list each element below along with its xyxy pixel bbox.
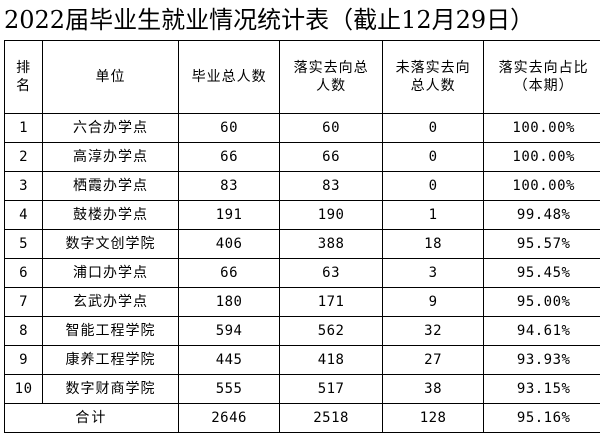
cell-placed: 517 [280, 375, 383, 404]
table-header: 排名 单位 毕业总人数 落实去向总 人数 未落实去向 总人数 落实去向占比 （本… [5, 41, 600, 114]
cell-graduates: 445 [178, 346, 280, 375]
cell-graduates: 555 [178, 375, 280, 404]
table-total-row: 合计 2646 2518 128 95.16% [5, 404, 600, 433]
column-header-rank-line-1: 排名 [5, 59, 42, 95]
cell-unit: 康养工程学院 [43, 346, 179, 375]
column-header-unplaced-line-1: 未落实去向 [383, 59, 484, 77]
cell-unplaced: 27 [382, 346, 484, 375]
table-header-row: 排名 单位 毕业总人数 落实去向总 人数 未落实去向 总人数 落实去向占比 （本… [5, 41, 600, 114]
cell-unplaced: 0 [382, 143, 484, 172]
cell-unit: 数字财商学院 [43, 375, 179, 404]
column-header-rate: 落实去向占比 （本期） [484, 41, 600, 114]
cell-unplaced: 9 [382, 288, 484, 317]
cell-rate: 100.00% [484, 114, 600, 143]
cell-graduates: 66 [178, 143, 280, 172]
table-row: 6 浦口办学点 66 63 3 95.45% [5, 259, 600, 288]
cell-rank: 4 [5, 201, 43, 230]
column-header-rate-line-1: 落实去向占比 [484, 59, 600, 77]
cell-rank: 3 [5, 172, 43, 201]
cell-unplaced: 0 [382, 172, 484, 201]
cell-rate: 95.00% [484, 288, 600, 317]
cell-graduates: 180 [178, 288, 280, 317]
cell-total-unplaced: 128 [382, 404, 484, 433]
table-row: 8 智能工程学院 594 562 32 94.61% [5, 317, 600, 346]
cell-graduates: 66 [178, 259, 280, 288]
column-header-graduates: 毕业总人数 [178, 41, 280, 114]
cell-unit: 高淳办学点 [43, 143, 179, 172]
cell-graduates: 406 [178, 230, 280, 259]
cell-rate: 100.00% [484, 172, 600, 201]
table-row: 2 高淳办学点 66 66 0 100.00% [5, 143, 600, 172]
cell-placed: 388 [280, 230, 383, 259]
cell-graduates: 191 [178, 201, 280, 230]
table-body: 1 六合办学点 60 60 0 100.00% 2 高淳办学点 66 66 0 … [5, 114, 600, 433]
cell-placed: 418 [280, 346, 383, 375]
column-header-graduates-line-1: 毕业总人数 [179, 68, 280, 86]
table-row: 10 数字财商学院 555 517 38 93.15% [5, 375, 600, 404]
cell-unit: 数字文创学院 [43, 230, 179, 259]
cell-total-rate: 95.16% [484, 404, 600, 433]
cell-rank: 2 [5, 143, 43, 172]
cell-unit: 浦口办学点 [43, 259, 179, 288]
cell-rate: 95.57% [484, 230, 600, 259]
cell-placed: 190 [280, 201, 383, 230]
cell-rank: 6 [5, 259, 43, 288]
cell-unplaced: 38 [382, 375, 484, 404]
cell-unit: 鼓楼办学点 [43, 201, 179, 230]
cell-rate: 93.15% [484, 375, 600, 404]
column-header-unplaced-line-2: 总人数 [383, 77, 484, 95]
page-title: 2022届毕业生就业情况统计表（截止12月29日） [4, 3, 534, 37]
column-header-placed-line-2: 人数 [280, 77, 382, 95]
cell-unit: 六合办学点 [43, 114, 179, 143]
cell-rank: 8 [5, 317, 43, 346]
cell-rate: 94.61% [484, 317, 600, 346]
table-row: 9 康养工程学院 445 418 27 93.93% [5, 346, 600, 375]
cell-unplaced: 3 [382, 259, 484, 288]
cell-rate: 93.93% [484, 346, 600, 375]
cell-graduates: 60 [178, 114, 280, 143]
cell-rate: 99.48% [484, 201, 600, 230]
column-header-unit: 单位 [43, 41, 179, 114]
cell-unplaced: 32 [382, 317, 484, 346]
cell-graduates: 83 [178, 172, 280, 201]
column-header-placed: 落实去向总 人数 [280, 41, 383, 114]
table-row: 4 鼓楼办学点 191 190 1 99.48% [5, 201, 600, 230]
cell-placed: 60 [280, 114, 383, 143]
employment-statistics-table: 排名 单位 毕业总人数 落实去向总 人数 未落实去向 总人数 落实去向占比 （本… [4, 40, 600, 433]
cell-unplaced: 0 [382, 114, 484, 143]
table-row: 5 数字文创学院 406 388 18 95.57% [5, 230, 600, 259]
cell-total-graduates: 2646 [178, 404, 280, 433]
column-header-rate-line-2: （本期） [484, 77, 600, 95]
cell-placed: 562 [280, 317, 383, 346]
table-row: 3 栖霞办学点 83 83 0 100.00% [5, 172, 600, 201]
column-header-unplaced: 未落实去向 总人数 [382, 41, 484, 114]
column-header-placed-line-1: 落实去向总 [280, 59, 382, 77]
cell-placed: 66 [280, 143, 383, 172]
cell-rank: 10 [5, 375, 43, 404]
column-header-rank: 排名 [5, 41, 43, 114]
cell-rank: 7 [5, 288, 43, 317]
cell-placed: 63 [280, 259, 383, 288]
cell-graduates: 594 [178, 317, 280, 346]
table-row: 7 玄武办学点 180 171 9 95.00% [5, 288, 600, 317]
cell-unit: 智能工程学院 [43, 317, 179, 346]
table-row: 1 六合办学点 60 60 0 100.00% [5, 114, 600, 143]
cell-unplaced: 1 [382, 201, 484, 230]
cell-rate: 95.45% [484, 259, 600, 288]
cell-unit: 玄武办学点 [43, 288, 179, 317]
cell-total-label: 合计 [5, 404, 179, 433]
cell-unplaced: 18 [382, 230, 484, 259]
cell-rank: 1 [5, 114, 43, 143]
cell-unit: 栖霞办学点 [43, 172, 179, 201]
cell-rank: 5 [5, 230, 43, 259]
cell-rate: 100.00% [484, 143, 600, 172]
cell-total-placed: 2518 [280, 404, 383, 433]
column-header-unit-line-1: 单位 [43, 68, 178, 86]
cell-rank: 9 [5, 346, 43, 375]
cell-placed: 171 [280, 288, 383, 317]
cell-placed: 83 [280, 172, 383, 201]
